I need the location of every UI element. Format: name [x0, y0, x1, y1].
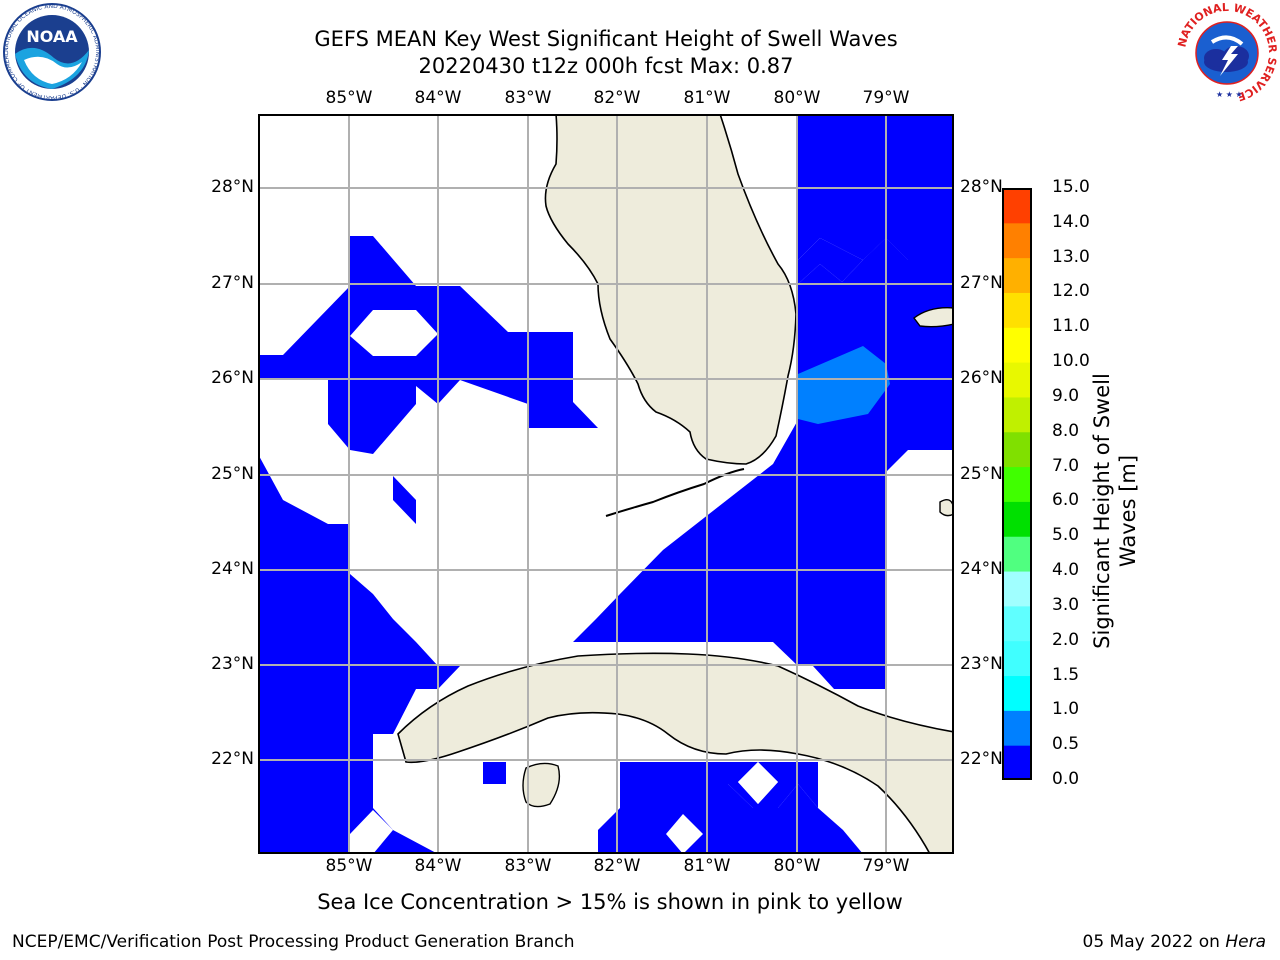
colorbar-segment: [1002, 188, 1032, 224]
y-tick-right-27n: 27°N: [960, 273, 1003, 293]
y-tick-left-22n: 22°N: [211, 749, 254, 769]
date-text: 05 May 2022 on Hera: [1083, 932, 1267, 952]
chart-title: GEFS MEAN Key West Significant Height of…: [314, 27, 898, 51]
colorbar-segment: [1002, 605, 1032, 642]
colorbar-tick-label: 4.0: [1052, 560, 1080, 581]
y-tick-left-23n: 23°N: [211, 654, 254, 674]
x-tick-top-80w: 80°W: [773, 88, 821, 108]
colorbar-segment: [1002, 431, 1032, 468]
chart-subtitle: 20220430 t12z 000h fcst Max: 0.87: [418, 54, 794, 78]
nws-logo: NATIONAL WEATHER SERVICE ★ ★ ★: [1175, 1, 1279, 104]
colorbar-tick-label: 9.0: [1052, 385, 1080, 406]
x-tick-top-81w: 81°W: [683, 88, 731, 108]
colorbar-segment: [1002, 640, 1032, 677]
swell-field-mid: [798, 346, 890, 424]
colorbar-tick-label: 1.0: [1052, 699, 1080, 720]
y-tick-right-24n: 24°N: [960, 559, 1003, 579]
colorbar-segment: [1002, 501, 1032, 537]
x-tick-bottom-81w: 81°W: [683, 856, 731, 876]
y-tick-left-26n: 26°N: [211, 368, 254, 388]
colorbar-label: Significant Height of Swell Waves [m]: [1090, 373, 1140, 649]
land-cuba: [397, 652, 954, 854]
x-tick-bottom-84w: 84°W: [414, 856, 462, 876]
colorbar-tick-label: 13.0: [1052, 246, 1090, 267]
y-tick-left-28n: 28°N: [211, 177, 254, 197]
colorbar-segment: [1002, 710, 1032, 746]
colorbar-segment: [1002, 396, 1032, 433]
x-tick-top-85w: 85°W: [325, 88, 373, 108]
colorbar-segment: [1002, 745, 1032, 780]
colorbar-tick-label: 1.5: [1052, 664, 1080, 685]
colorbar-tick-label: 0.0: [1052, 769, 1080, 789]
svg-text:★ ★ ★: ★ ★ ★: [1216, 90, 1243, 99]
colorbar-tick-label: 0.5: [1052, 734, 1080, 755]
colorbar-tick-label: 8.0: [1052, 420, 1080, 441]
colorbar-segment: [1002, 571, 1032, 607]
colorbar-tick-label: 3.0: [1052, 594, 1080, 615]
colorbar-segment: [1002, 292, 1032, 328]
colorbar-tick-label: 15.0: [1052, 177, 1090, 197]
credit-text: NCEP/EMC/Verification Post Processing Pr…: [12, 932, 575, 952]
colorbar-segment: [1002, 536, 1032, 572]
noaa-logo-text: NOAA: [26, 27, 78, 46]
colorbar-segment: [1002, 675, 1032, 711]
colorbar-tick-label: 2.0: [1052, 629, 1080, 650]
x-tick-bottom-83w: 83°W: [504, 856, 552, 876]
y-tick-right-25n: 25°N: [960, 464, 1003, 484]
colorbar: [1002, 188, 1032, 780]
x-tick-top-79w: 79°W: [862, 88, 910, 108]
x-tick-bottom-79w: 79°W: [862, 856, 910, 876]
colorbar-tick-label: 7.0: [1052, 455, 1080, 476]
y-tick-right-23n: 23°N: [960, 654, 1003, 674]
x-tick-top-84w: 84°W: [414, 88, 462, 108]
colorbar-segment: [1002, 466, 1032, 502]
colorbar-tick-label: 5.0: [1052, 525, 1080, 546]
x-tick-top-82w: 82°W: [593, 88, 641, 108]
land-florida: [544, 114, 797, 465]
x-tick-bottom-80w: 80°W: [773, 856, 821, 876]
graticule: [258, 114, 954, 854]
map-frame: [258, 114, 954, 854]
colorbar-segment: [1002, 362, 1032, 398]
x-tick-bottom-82w: 82°W: [593, 856, 641, 876]
y-tick-left-25n: 25°N: [211, 464, 254, 484]
land-isle-of-youth: [522, 762, 561, 808]
swell-height-map: [258, 114, 954, 854]
y-tick-right-22n: 22°N: [960, 749, 1003, 769]
land-bahamas: [913, 307, 954, 328]
colorbar-segment: [1002, 257, 1032, 293]
x-tick-bottom-85w: 85°W: [325, 856, 373, 876]
colorbar-segment: [1002, 222, 1032, 259]
colorbar-tick-label: 14.0: [1052, 211, 1090, 232]
y-tick-right-26n: 26°N: [960, 368, 1003, 388]
colorbar-tick-label: 6.0: [1052, 490, 1080, 511]
colorbar-tick-label: 10.0: [1052, 351, 1090, 372]
colorbar-tick-label: 12.0: [1052, 281, 1090, 302]
colorbar-tick-label: 11.0: [1052, 316, 1090, 337]
y-tick-left-24n: 24°N: [211, 559, 254, 579]
y-tick-left-27n: 27°N: [211, 273, 254, 293]
y-tick-right-28n: 28°N: [960, 177, 1003, 197]
machine-name: Hera: [1225, 932, 1266, 952]
sea-ice-note: Sea Ice Concentration > 15% is shown in …: [317, 890, 903, 914]
colorbar-segment: [1002, 327, 1032, 363]
date-value: 05 May 2022 on: [1082, 932, 1220, 952]
noaa-logo: NATIONAL OCEANIC AND ATMOSPHERIC ADMINIS…: [0, 0, 102, 102]
x-tick-top-83w: 83°W: [504, 88, 552, 108]
